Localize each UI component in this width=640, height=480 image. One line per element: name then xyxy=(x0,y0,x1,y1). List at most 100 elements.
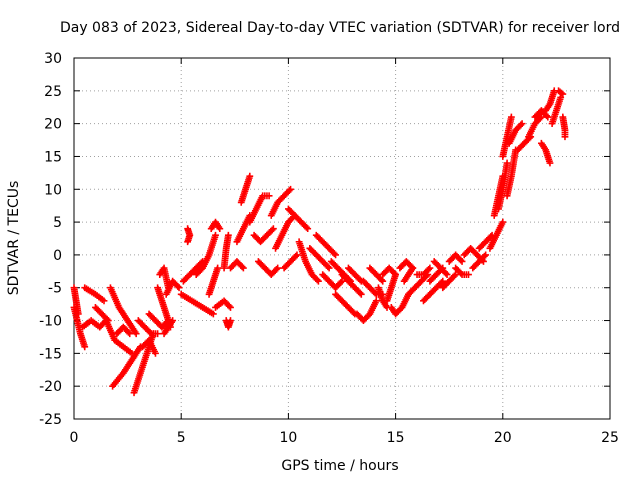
x-tick-label: 25 xyxy=(601,430,619,446)
x-tick-label: 0 xyxy=(70,430,79,446)
data-point xyxy=(125,328,132,336)
data-point xyxy=(169,317,177,324)
data-series-sdtvar xyxy=(70,87,569,397)
data-point xyxy=(74,310,82,318)
y-tick-label: 25 xyxy=(44,84,62,100)
data-point xyxy=(356,289,364,297)
data-point xyxy=(304,225,312,233)
y-tick-label: -5 xyxy=(48,281,62,297)
data-point xyxy=(152,349,159,357)
data-point xyxy=(325,264,333,272)
data-point xyxy=(132,330,140,338)
data-point xyxy=(184,225,192,233)
data-point xyxy=(438,279,445,286)
data-point xyxy=(559,90,567,98)
data-point xyxy=(212,231,219,239)
data-point xyxy=(392,271,399,278)
data-point xyxy=(439,277,447,285)
data-point xyxy=(313,276,321,284)
data-point xyxy=(287,185,294,193)
data-point xyxy=(292,252,300,260)
data-point xyxy=(174,283,182,290)
data-point xyxy=(100,297,108,305)
data-point xyxy=(146,328,154,336)
data-point xyxy=(175,284,183,292)
y-axis-label: SDTVAR / TECUs xyxy=(6,181,22,296)
data-point xyxy=(507,113,515,121)
data-point xyxy=(426,264,434,272)
data-point xyxy=(409,264,417,272)
plot-frame xyxy=(73,57,611,420)
x-axis-label: GPS time / hours xyxy=(281,458,398,474)
data-point xyxy=(379,277,387,285)
data-point xyxy=(225,302,233,310)
y-tick-label: 5 xyxy=(53,215,62,231)
data-point xyxy=(536,114,544,122)
data-point xyxy=(227,317,234,324)
grid-lines xyxy=(74,58,610,419)
y-tick-label: 20 xyxy=(44,117,62,133)
data-point xyxy=(543,112,550,120)
data-point xyxy=(356,276,364,284)
data-point xyxy=(272,265,280,273)
data-point xyxy=(303,223,310,231)
y-tick-label: -20 xyxy=(39,379,62,395)
data-point xyxy=(546,159,554,167)
data-point xyxy=(558,89,565,97)
y-tick-label: 30 xyxy=(44,51,62,67)
x-tick-label: 15 xyxy=(387,430,405,446)
data-point xyxy=(209,310,217,318)
x-tick-label: 10 xyxy=(279,430,297,446)
data-point xyxy=(480,252,488,260)
data-point xyxy=(268,226,276,234)
data-point xyxy=(378,276,385,284)
y-tick-label: 15 xyxy=(44,149,62,165)
data-point xyxy=(126,330,134,338)
data-point xyxy=(332,251,339,259)
data-point xyxy=(450,272,458,280)
data-point xyxy=(517,121,525,129)
data-point xyxy=(216,225,224,233)
data-point xyxy=(482,251,490,259)
data-point xyxy=(452,271,460,278)
data-point xyxy=(239,264,247,272)
data-point xyxy=(457,269,465,277)
data-point xyxy=(154,330,162,338)
data-point xyxy=(443,271,451,278)
data-point xyxy=(265,192,273,200)
data-point xyxy=(372,297,380,305)
data-point xyxy=(81,343,89,351)
data-point xyxy=(544,113,552,121)
data-point xyxy=(238,263,246,271)
y-tick-label: -10 xyxy=(39,314,62,330)
x-tick-label: 5 xyxy=(177,430,186,446)
x-tick-label: 20 xyxy=(494,430,512,446)
data-point xyxy=(269,225,277,233)
data-point xyxy=(293,251,301,259)
data-point xyxy=(214,264,222,272)
data-point xyxy=(285,187,293,194)
data-point xyxy=(246,172,254,180)
data-point xyxy=(338,277,346,285)
data-point xyxy=(350,309,357,317)
data-point xyxy=(518,120,526,128)
data-point xyxy=(357,290,365,298)
data-point xyxy=(227,304,234,311)
y-tick-label: 10 xyxy=(44,182,62,198)
data-point xyxy=(274,264,282,272)
data-point xyxy=(224,231,232,239)
data-point xyxy=(457,256,465,264)
data-point xyxy=(425,265,433,273)
x-axis-ticks: 0 5 10 15 20 25 xyxy=(70,58,619,446)
y-axis-ticks: -25 -20 -15 -10 -5 0 5 10 15 20 25 30 xyxy=(39,51,610,428)
data-point xyxy=(537,113,545,121)
data-point xyxy=(315,277,322,285)
y-tick-label: -25 xyxy=(39,412,62,428)
data-point xyxy=(337,279,345,286)
data-point xyxy=(503,159,511,167)
y-tick-label: 0 xyxy=(53,248,62,264)
data-point xyxy=(330,250,338,257)
data-point xyxy=(442,269,450,277)
data-point xyxy=(499,218,507,226)
